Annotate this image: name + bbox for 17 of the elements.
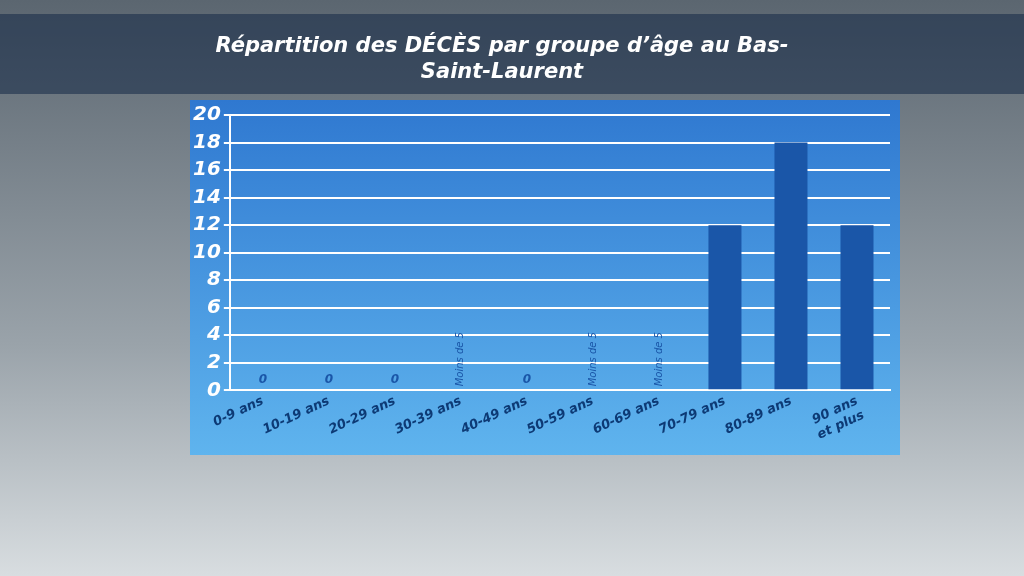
y-tick-label: 2 [206,349,221,374]
y-tick-label: 4 [205,321,221,346]
y-tick-label: 0 [206,376,221,401]
data-label: 0 [258,372,268,387]
y-tick-label: 16 [192,156,221,181]
data-label: 0 [390,372,400,387]
y-tick-label: 14 [192,183,221,208]
y-tick-label: 20 [192,101,221,126]
y-tick-label: 18 [192,128,221,153]
y-tick-label: 8 [206,266,221,291]
data-label: 0 [324,372,334,387]
x-tick-label: 90 ans et plus [809,392,867,442]
y-tick-label: 6 [206,293,221,318]
y-tick-label: 10 [192,238,221,263]
chart-title: Répartition des DÉCÈS par groupe d’âge au Bas-Saint-Laurent [214,32,790,84]
data-label: 0 [522,372,532,387]
y-tick-label: 12 [192,211,221,236]
